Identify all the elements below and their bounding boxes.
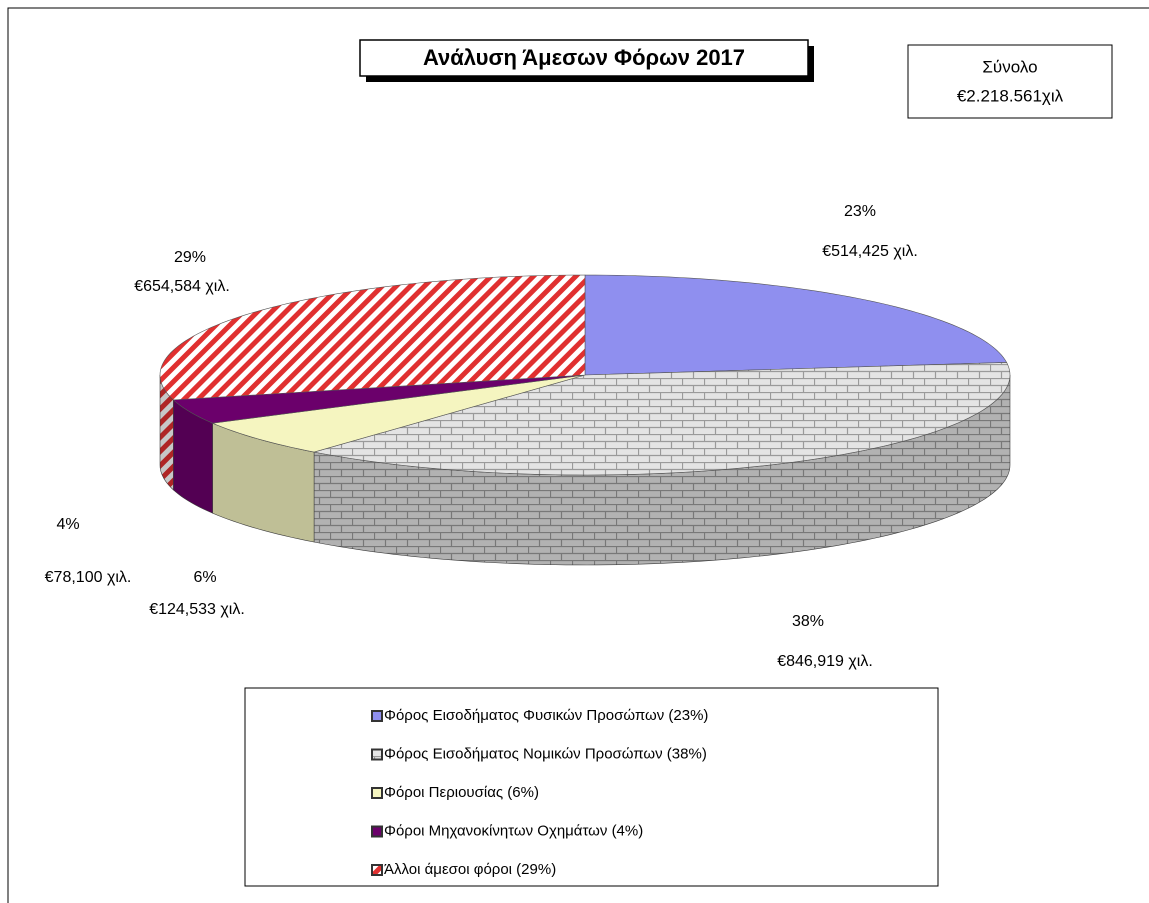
legend-label: Φόροι Μηχανοκίνητων Οχημάτων (4%) xyxy=(384,822,643,839)
slice xyxy=(172,374,586,424)
value-label: 4% xyxy=(56,516,79,533)
amount-label: €78,100 χιλ. xyxy=(45,569,132,586)
slice-side-shade xyxy=(173,399,213,514)
slice-side-shade xyxy=(212,423,315,543)
amount-label: €514,425 χιλ. xyxy=(822,243,918,260)
chart-title: Ανάλυση Άμεσων Φόρων 2017 xyxy=(423,45,745,70)
legend-swatch xyxy=(371,825,383,838)
total-value: €2.218.561χιλ xyxy=(957,86,1064,105)
slice xyxy=(211,374,586,453)
legend-label: Άλλοι άμεσοι φόροι (29%) xyxy=(384,861,556,878)
slice xyxy=(584,274,1008,376)
legend-swatch xyxy=(371,864,383,876)
amount-label: €124,533 χιλ. xyxy=(149,601,245,618)
slice xyxy=(159,274,586,401)
value-label: 38% xyxy=(792,613,824,630)
slice xyxy=(314,362,1011,476)
legend-swatch xyxy=(371,787,383,799)
legend-label: Φόρος Εισοδήματος Νομικών Προσώπων (38%) xyxy=(384,745,707,762)
title-box xyxy=(359,39,809,77)
amount-label: €654,584 χιλ. xyxy=(134,278,230,295)
legend-swatch xyxy=(371,710,383,722)
value-label: 6% xyxy=(193,569,216,586)
value-label: 29% xyxy=(174,249,206,266)
legend-label: Φόροι Περιουσίας (6%) xyxy=(384,784,539,801)
frame xyxy=(7,7,1149,903)
amount-label: €846,919 χιλ. xyxy=(777,653,873,670)
total-label: Σύνολο xyxy=(982,57,1037,76)
legend-swatch xyxy=(371,748,383,761)
slice-side-shade xyxy=(160,375,174,490)
legend-label: Φόρος Εισοδήματος Φυσικών Προσώπων (23%) xyxy=(384,707,708,724)
total-box xyxy=(907,44,1113,119)
value-label: 23% xyxy=(844,203,876,220)
slice-side-shade xyxy=(314,375,1010,565)
legend-box xyxy=(244,687,939,887)
